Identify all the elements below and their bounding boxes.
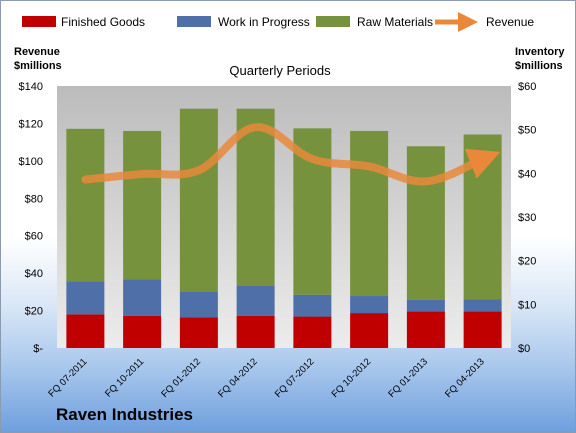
left-tick-label: $20 — [25, 306, 43, 318]
x-tick-label: FQ 10-2012 — [330, 356, 374, 400]
legend: Finished Goods Work in Progress Raw Mate… — [22, 12, 534, 32]
x-tick-label: FQ 07-2012 — [273, 356, 317, 400]
right-axis-title-line2: $millions — [515, 60, 563, 72]
left-axis: $- $20 $40 $60 $80 $100 $120 $140 — [19, 81, 44, 355]
revenue-line — [81, 123, 501, 186]
bar-raw-materials — [179, 108, 218, 292]
legend-swatch-finished-goods — [22, 16, 56, 27]
bar-raw-materials — [236, 108, 275, 286]
bar-raw-materials — [406, 146, 445, 300]
right-axis: $0 $10 $20 $30 $40 $50 $60 — [518, 81, 536, 355]
bar-finished-goods — [350, 313, 389, 348]
left-tick-label: $60 — [25, 231, 43, 243]
right-tick-label: $30 — [518, 212, 536, 224]
right-tick-label: $20 — [518, 256, 536, 268]
legend-label-raw-materials: Raw Materials — [357, 15, 433, 29]
bar-work-in-progress — [406, 299, 445, 312]
bar-raw-materials — [123, 130, 162, 280]
legend-label-work-in-progress: Work in Progress — [218, 15, 310, 29]
bar-finished-goods — [236, 315, 275, 348]
right-tick-label: $0 — [518, 343, 530, 355]
bar-finished-goods — [293, 316, 332, 348]
left-tick-label: $100 — [19, 156, 43, 168]
bar-work-in-progress — [350, 296, 389, 314]
right-axis-title-line1: Inventory — [515, 46, 565, 58]
left-tick-label: $- — [33, 343, 43, 355]
bars — [66, 108, 502, 348]
bar-raw-materials — [350, 130, 389, 297]
left-tick-label: $80 — [25, 193, 43, 205]
right-tick-label: $40 — [518, 168, 536, 180]
x-tick-label: FQ 07-2011 — [46, 356, 89, 399]
legend-swatch-raw-materials — [316, 16, 350, 27]
x-tick-label: FQ 10-2011 — [103, 356, 146, 399]
right-tick-label: $50 — [518, 125, 536, 137]
bar-work-in-progress — [293, 294, 332, 317]
legend-label-revenue: Revenue — [486, 15, 534, 29]
legend-label-finished-goods: Finished Goods — [61, 15, 145, 29]
bar-work-in-progress — [123, 279, 162, 316]
bar-finished-goods — [66, 314, 105, 348]
x-axis: FQ 07-2011 FQ 10-2011 FQ 01-2012 FQ 04-2012… — [46, 356, 486, 400]
left-tick-label: $120 — [19, 118, 43, 130]
left-tick-label: $40 — [25, 268, 43, 280]
chart-title: Quarterly Periods — [229, 63, 331, 78]
legend-swatch-work-in-progress — [177, 16, 211, 27]
right-tick-label: $60 — [518, 81, 536, 93]
bar-work-in-progress — [179, 291, 218, 318]
bar-work-in-progress — [463, 299, 502, 312]
x-tick-label: FQ 01-2012 — [159, 356, 203, 400]
left-tick-label: $140 — [19, 81, 43, 93]
bar-finished-goods — [406, 311, 445, 348]
left-axis-title-line2: $millions — [14, 60, 62, 72]
bar-finished-goods — [179, 317, 218, 348]
left-axis-title-line1: Revenue — [14, 46, 60, 58]
x-tick-label: FQ 04-2013 — [443, 356, 487, 400]
bar-finished-goods — [123, 315, 162, 348]
right-tick-label: $10 — [518, 299, 536, 311]
bar-work-in-progress — [66, 281, 105, 315]
revenue-line-path — [81, 123, 501, 186]
bar-finished-goods — [463, 311, 502, 348]
bar-raw-materials — [66, 128, 105, 282]
x-tick-label: FQ 04-2012 — [216, 356, 260, 400]
x-tick-label: FQ 01-2013 — [386, 356, 430, 400]
bar-work-in-progress — [236, 285, 275, 316]
company-name: Raven Industries — [56, 405, 193, 424]
